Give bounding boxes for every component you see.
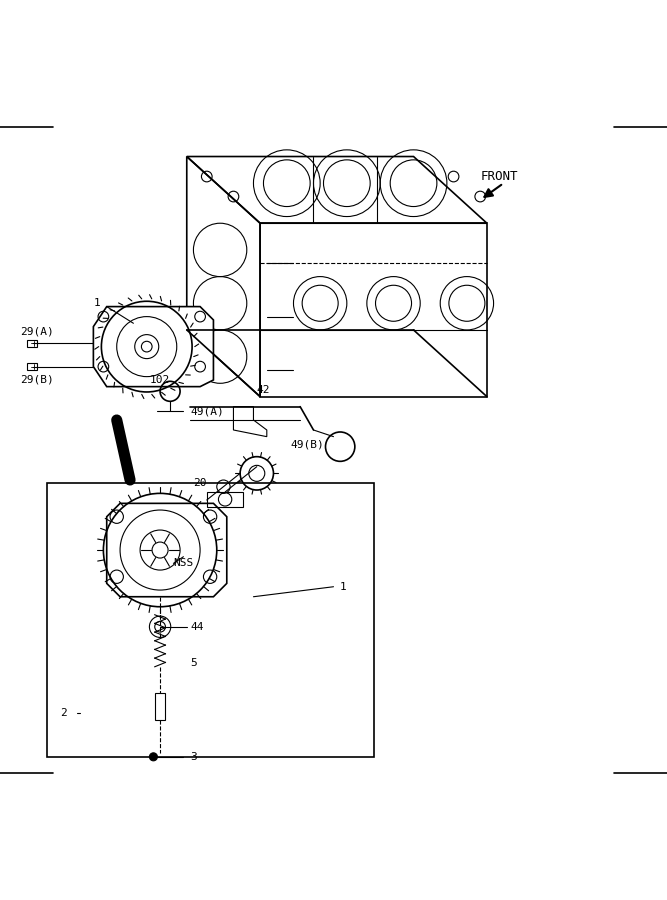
Polygon shape <box>107 503 227 597</box>
Text: 29(B): 29(B) <box>20 375 54 385</box>
Text: 5: 5 <box>190 659 197 669</box>
Text: 42: 42 <box>257 385 270 395</box>
Text: 3: 3 <box>190 752 197 761</box>
Bar <box>47 483 374 757</box>
Polygon shape <box>233 407 267 436</box>
Bar <box>27 340 37 346</box>
Text: 49(B): 49(B) <box>290 440 324 450</box>
Text: 49(A): 49(A) <box>190 406 224 417</box>
Text: 20: 20 <box>193 479 207 489</box>
Text: 29(A): 29(A) <box>20 327 54 337</box>
Text: FRONT: FRONT <box>480 170 518 183</box>
Polygon shape <box>93 307 213 387</box>
Bar <box>207 492 243 507</box>
Text: 102: 102 <box>150 375 170 385</box>
Circle shape <box>149 752 157 760</box>
Text: 44: 44 <box>190 622 203 632</box>
Text: 1: 1 <box>93 298 100 309</box>
Text: NSS: NSS <box>173 558 193 569</box>
Text: 2: 2 <box>60 708 67 718</box>
Bar <box>27 364 37 370</box>
Text: 1: 1 <box>340 581 347 591</box>
Bar <box>155 694 165 720</box>
